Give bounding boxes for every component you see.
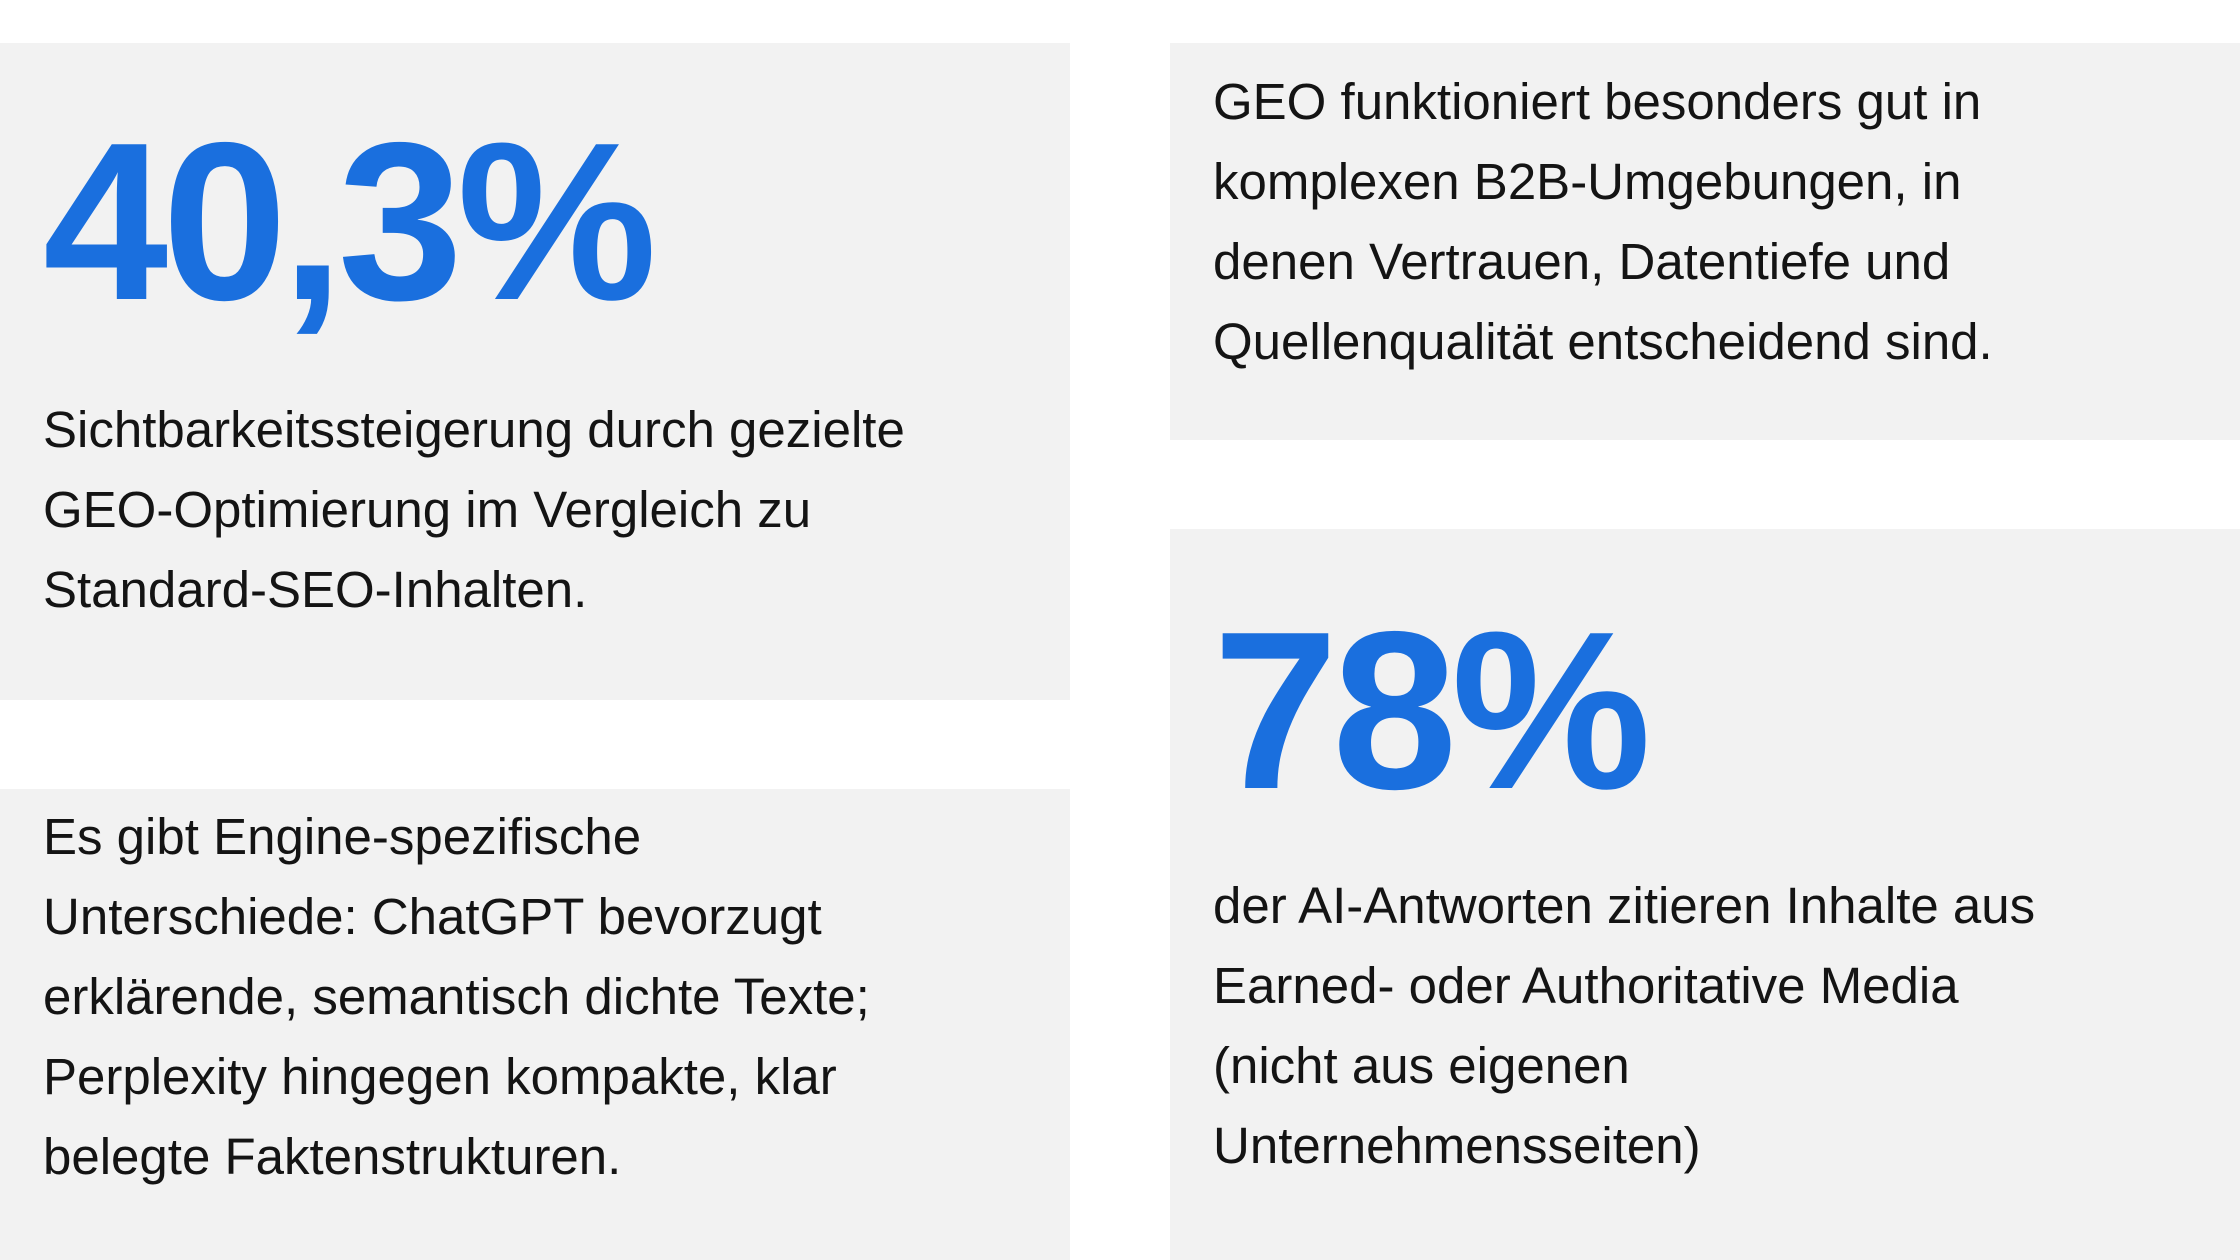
text-line: belegte Faktenstrukturen. [43, 1128, 622, 1185]
text-line: GEO-Optimierung im Vergleich zu [43, 481, 812, 538]
stat-description: der AI-Antworten zitieren Inhalte aus Ear… [1213, 866, 2035, 1186]
text-line: Es gibt Engine-spezifische [43, 808, 642, 865]
text-line: Unternehmensseiten) [1213, 1117, 1701, 1174]
info-text: Es gibt Engine-spezifische Unterschiede: … [43, 797, 870, 1197]
text-line: denen Vertrauen, Datentiefe und [1213, 233, 1951, 290]
stat-card: 78% der AI-Antworten zitieren Inhalte au… [1170, 529, 2240, 1260]
info-text: GEO funktioniert besonders gut in komplex… [1213, 62, 1993, 382]
info-card: GEO funktioniert besonders gut in komplex… [1170, 43, 2240, 440]
info-card: Es gibt Engine-spezifische Unterschiede: … [0, 789, 1070, 1260]
text-line: Standard-SEO-Inhalten. [43, 561, 588, 618]
stat-value: 40,3% [43, 95, 657, 347]
text-line: GEO funktioniert besonders gut in [1213, 73, 1982, 130]
text-line: der AI-Antworten zitieren Inhalte aus [1213, 877, 2036, 934]
text-line: erklärende, semantisch dichte Texte; [43, 968, 870, 1025]
text-line: komplexen B2B-Umgebungen, in [1213, 153, 1962, 210]
text-line: Sichtbarkeitssteigerung durch gezielte [43, 401, 905, 458]
text-line: Unterschiede: ChatGPT bevorzugt [43, 888, 822, 945]
text-line: Perplexity hingegen kompakte, klar [43, 1048, 837, 1105]
stat-card: 40,3% Sichtbarkeitssteigerung durch gezi… [0, 43, 1070, 700]
stat-description: Sichtbarkeitssteigerung durch gezielte GE… [43, 390, 905, 630]
text-line: (nicht aus eigenen [1213, 1037, 1630, 1094]
text-line: Quellenqualität entscheidend sind. [1213, 313, 1993, 370]
text-line: Earned- oder Authoritative Media [1213, 957, 1959, 1014]
stat-value: 78% [1213, 584, 1651, 836]
